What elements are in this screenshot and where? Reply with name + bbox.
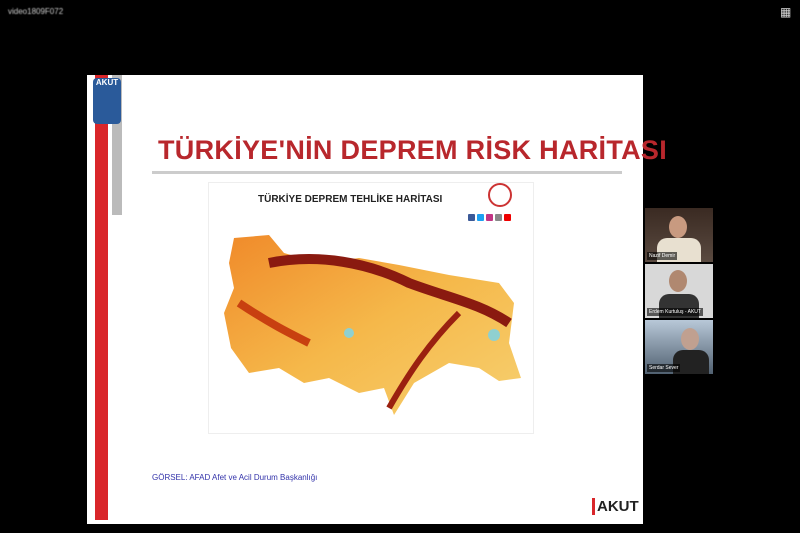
image-credit: GÖRSEL: AFAD Afet ve Acil Durum Başkanlı… — [152, 473, 318, 482]
twitter-icon — [477, 214, 484, 221]
participant-tile[interactable]: Serdar Sever — [645, 320, 713, 374]
participant-name: Nazif Demir — [647, 252, 678, 260]
participant-name: Erdem Kurtuluş - AKUT — [647, 308, 703, 316]
turkey-map-image — [224, 235, 521, 415]
meeting-id: video1809F072 — [8, 7, 64, 16]
divider — [152, 171, 622, 174]
participant-tile[interactable]: Erdem Kurtuluş - AKUT — [645, 264, 713, 318]
akut-footer-logo: AKUT — [592, 498, 639, 515]
participant-face — [669, 216, 687, 238]
slide-red-bar — [95, 75, 108, 520]
web-icon — [495, 214, 502, 221]
instagram-icon — [486, 214, 493, 221]
akut-logo: AKUT — [93, 78, 121, 124]
participant-tile[interactable]: Nazif Demir — [645, 208, 713, 262]
grid-view-icon[interactable]: ▦ — [780, 5, 792, 19]
facebook-icon — [468, 214, 475, 221]
afad-logo — [488, 183, 512, 207]
slide-title: TÜRKİYE'NİN DEPREM RİSK HARİTASI — [158, 135, 668, 165]
hazard-map — [208, 182, 534, 434]
map-title: TÜRKİYE DEPREM TEHLİKE HARİTASI — [258, 194, 443, 205]
participant-name: Serdar Sever — [647, 364, 681, 372]
social-icons — [468, 208, 513, 226]
youtube-icon — [504, 214, 511, 221]
slide-gray-bar — [112, 75, 122, 215]
participant-face — [669, 270, 687, 292]
participant-face — [681, 328, 699, 350]
